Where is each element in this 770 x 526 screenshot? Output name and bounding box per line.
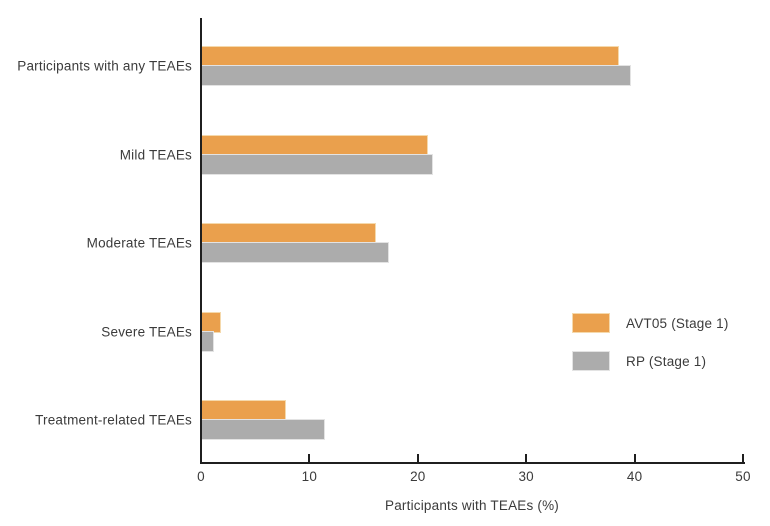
category-label: Participants with any TEAEs	[17, 58, 192, 74]
bar-avt05	[202, 135, 428, 155]
bar-rp	[202, 243, 389, 263]
bar-rp	[202, 420, 325, 440]
x-axis-tick	[416, 454, 419, 462]
x-axis-tick-label: 30	[518, 469, 534, 484]
bar-avt05	[202, 401, 286, 421]
x-axis-tick-label: 0	[197, 469, 205, 484]
bar-avt05	[202, 47, 619, 66]
legend-label-avt05: AVT05 (Stage 1)	[626, 315, 729, 331]
legend-swatch-avt05	[573, 314, 609, 332]
category-label: Mild TEAEs	[119, 147, 192, 163]
category-label: Treatment-related TEAEs	[35, 412, 192, 428]
bar-rp	[202, 331, 213, 351]
x-axis-tick	[742, 454, 744, 462]
x-axis-tick	[525, 454, 528, 462]
x-axis-tick-label: 20	[410, 469, 426, 484]
category-label: Severe TEAEs	[101, 324, 192, 340]
x-axis-title: Participants with TEAEs (%)	[385, 498, 559, 513]
y-axis-line	[200, 18, 202, 464]
bar-avt05	[202, 224, 376, 244]
x-axis-tick	[633, 454, 636, 462]
legend-label-rp: RP (Stage 1)	[626, 353, 707, 369]
legend: AVT05 (Stage 1) RP (Stage 1)	[573, 314, 729, 390]
x-axis-tick-label: 40	[626, 469, 643, 484]
category-label: Moderate TEAEs	[86, 235, 192, 251]
x-axis-tick	[308, 454, 311, 462]
bar-rp	[202, 154, 432, 174]
bar-avt05	[202, 312, 221, 332]
x-axis-tick-label: 50	[735, 469, 751, 484]
bar-rp	[202, 66, 631, 85]
x-axis-line	[200, 462, 745, 464]
x-axis-tick-label: 10	[301, 469, 318, 484]
legend-item-rp: RP (Stage 1)	[573, 352, 729, 370]
legend-item-avt05: AVT05 (Stage 1)	[573, 314, 729, 332]
legend-swatch-rp	[573, 352, 609, 370]
